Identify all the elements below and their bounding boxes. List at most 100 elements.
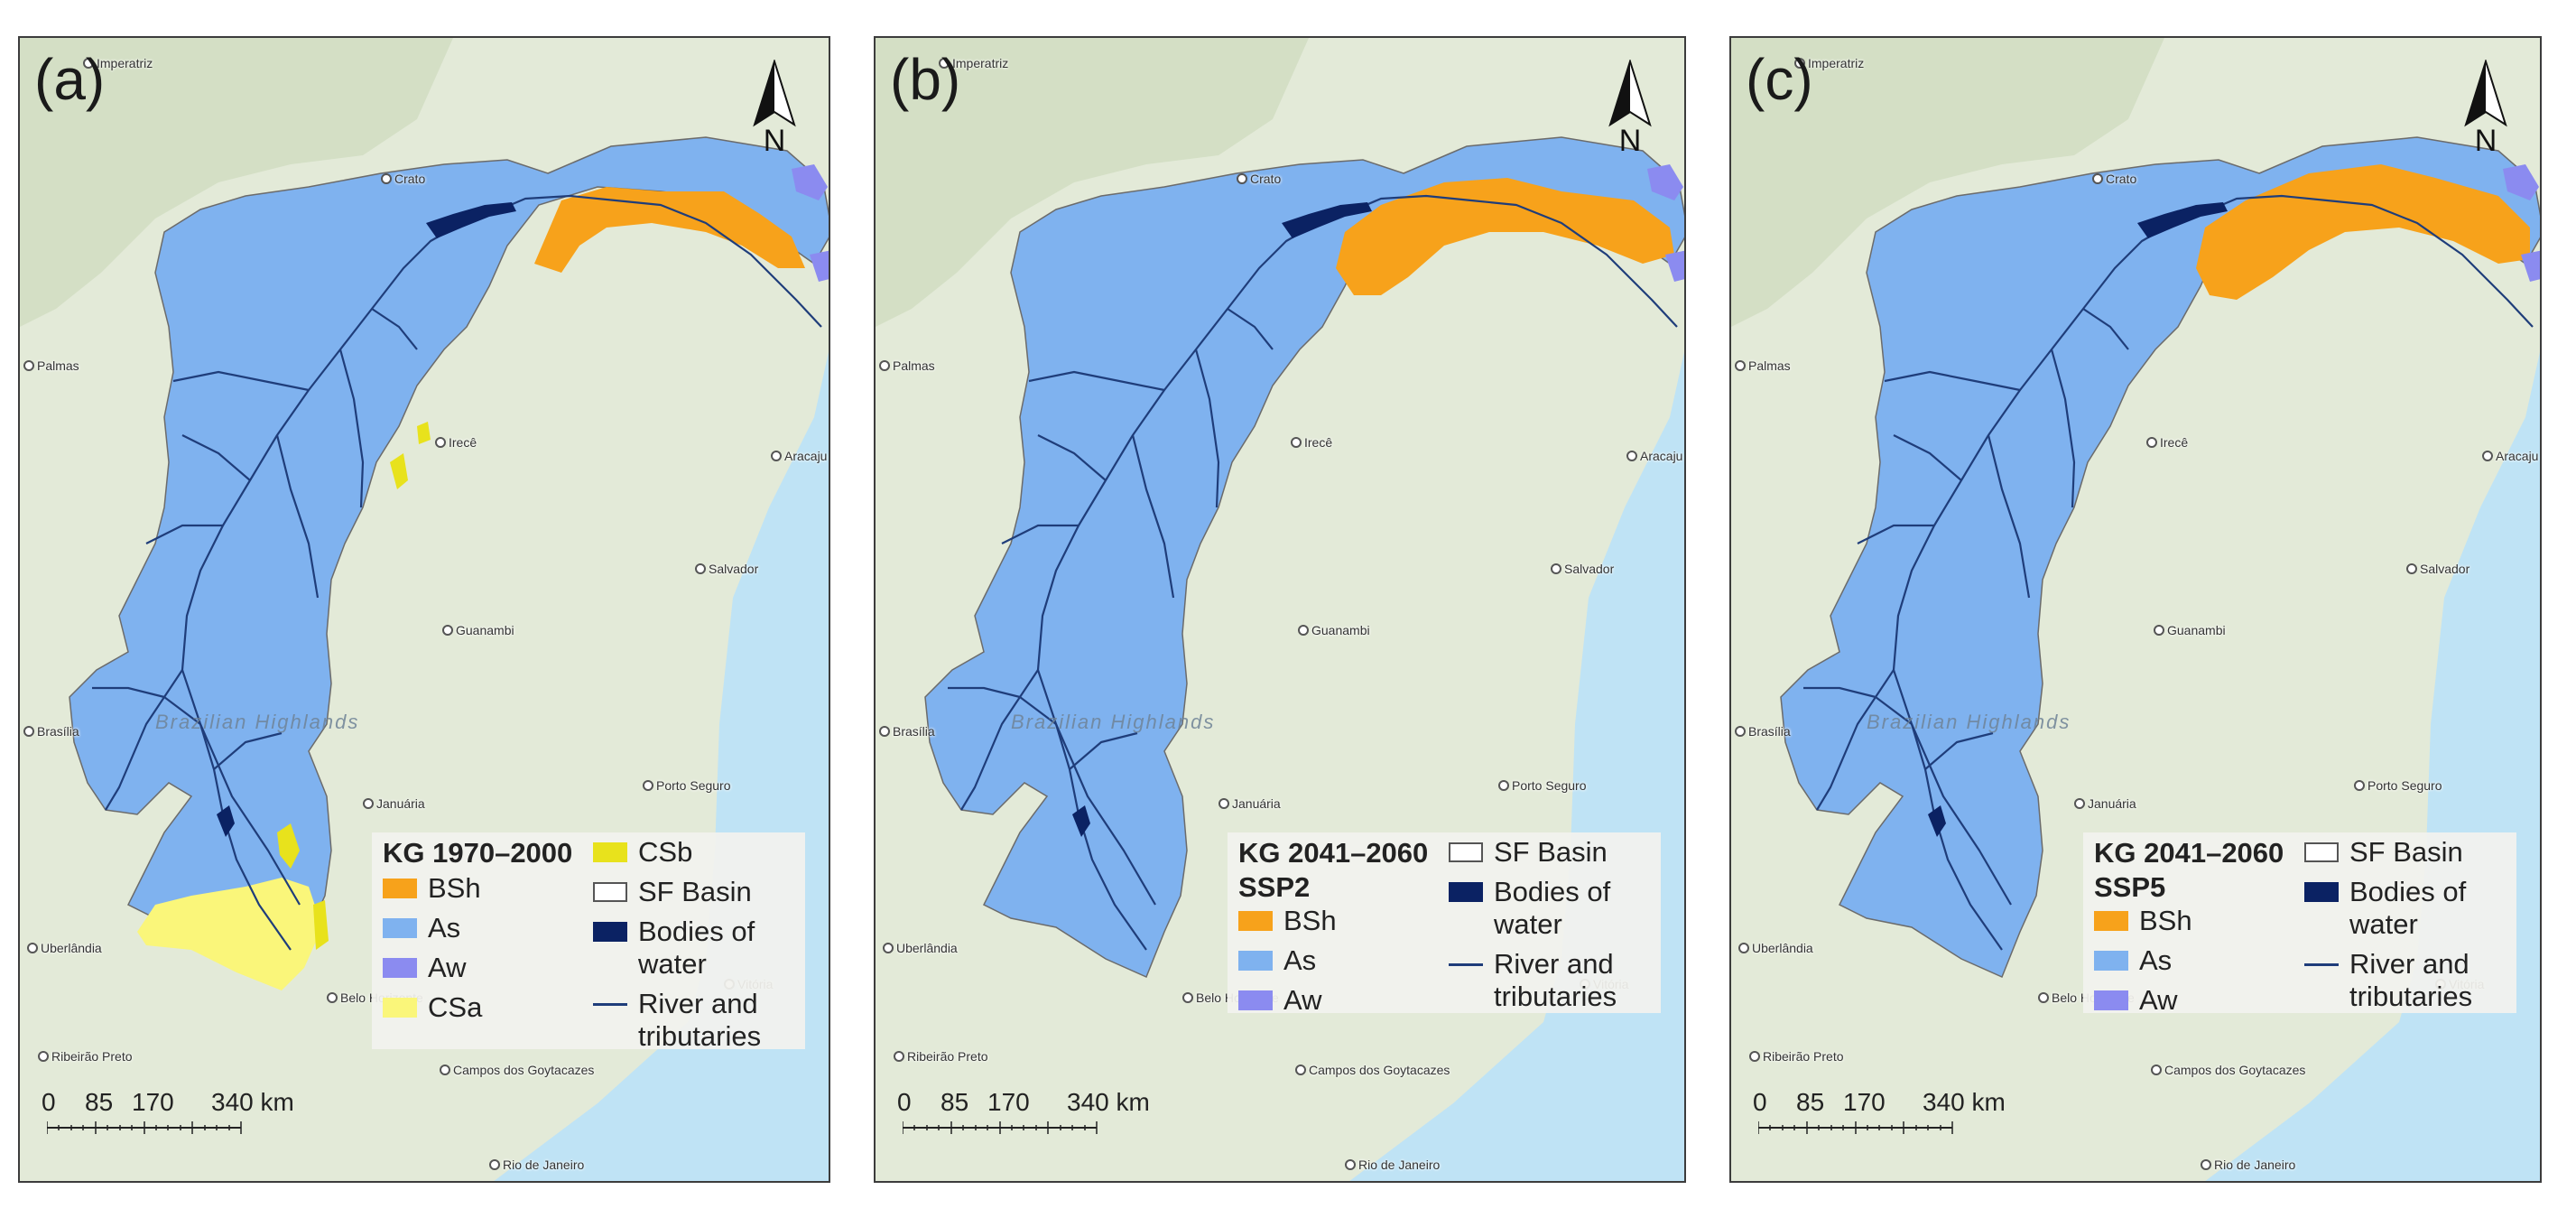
city-label: Campos dos Goytacazes xyxy=(1295,1063,1450,1077)
city-label: Irecê xyxy=(2146,435,2188,450)
city-label: Guanambi xyxy=(442,623,514,637)
scale-tick-label: 85 xyxy=(85,1088,114,1116)
city-name: Guanambi xyxy=(2167,623,2226,637)
river-line xyxy=(1987,434,2031,599)
city-label: Palmas xyxy=(23,358,79,373)
city-name: Ribeirão Preto xyxy=(1763,1049,1844,1064)
city-label: Imperatriz xyxy=(83,56,153,70)
legend-swatch xyxy=(383,918,417,938)
city-label: Campos dos Goytacazes xyxy=(2151,1063,2305,1077)
legend-item-bsh: BSh xyxy=(383,872,481,905)
city-label: Palmas xyxy=(879,358,935,373)
city-name: Aracaju xyxy=(2496,449,2539,463)
river-line xyxy=(1227,308,1274,350)
city-name: Ribeirão Preto xyxy=(51,1049,133,1064)
legend-title: KG 1970–2000 xyxy=(383,837,573,869)
city-dot-icon xyxy=(1219,798,1229,809)
vegetation-shading xyxy=(20,38,453,327)
city-label: Rio de Janeiro xyxy=(489,1158,584,1172)
river-line xyxy=(181,434,251,481)
city-name: Rio de Janeiro xyxy=(1358,1158,1441,1172)
city-name: Salvador xyxy=(2420,562,2470,576)
legend-item-water: Bodies of water xyxy=(593,916,801,981)
city-label: Uberlândia xyxy=(1738,941,1813,955)
river-line xyxy=(1069,731,1138,770)
legend-item-as: As xyxy=(383,912,460,944)
scale-bar: 0 85 170 340 km xyxy=(897,1088,1150,1139)
city-name: Aracaju xyxy=(784,449,828,463)
aw-zone xyxy=(1647,164,1683,200)
scale-tick-label: 340 km xyxy=(1923,1088,2006,1116)
scale-tick-label: 170 xyxy=(1843,1088,1886,1116)
city-dot-icon xyxy=(894,1051,904,1062)
city-label: Irecê xyxy=(435,435,477,450)
legend-swatch xyxy=(593,842,627,862)
river-line xyxy=(1857,524,1934,544)
scale-tick-label: 340 km xyxy=(211,1088,294,1116)
bsh-zone xyxy=(1336,178,1674,295)
legend-label: BSh xyxy=(428,872,481,904)
water-body xyxy=(1072,805,1090,837)
city-name: Uberlândia xyxy=(896,941,958,955)
legend: KG 2041–2060 SSP5 BSh As Aw SF Basin Bodies o… xyxy=(2083,832,2516,1016)
city-name: Salvador xyxy=(709,562,759,576)
city-dot-icon xyxy=(1298,625,1309,636)
city-name: Brasília xyxy=(1748,724,1791,739)
legend-label: As xyxy=(428,912,461,944)
city-label: Ribeirão Preto xyxy=(894,1049,988,1064)
river-line xyxy=(1893,434,1962,481)
legend-swatch xyxy=(2094,951,2128,971)
city-dot-icon xyxy=(1237,173,1247,184)
aw-zone xyxy=(792,164,828,200)
city-dot-icon xyxy=(2146,437,2157,448)
city-name: Irecê xyxy=(449,435,477,450)
legend-swatch xyxy=(2304,963,2339,966)
legend-swatch xyxy=(593,1003,627,1006)
city-name: Januária xyxy=(2088,796,2136,811)
city-dot-icon xyxy=(2354,780,2365,791)
city-dot-icon xyxy=(27,943,38,953)
river-line xyxy=(948,686,1057,725)
city-dot-icon xyxy=(1794,58,1805,69)
legend-label: CSa xyxy=(428,991,483,1023)
city-label: Januária xyxy=(1219,796,1281,811)
city-label: Porto Seguro xyxy=(1498,778,1587,793)
city-label: Januária xyxy=(2074,796,2136,811)
scale-bar-graphic xyxy=(902,1121,1098,1134)
city-name: Irecê xyxy=(2160,435,2189,450)
water-body xyxy=(2137,202,2228,238)
scale-tick-label: 170 xyxy=(987,1088,1030,1116)
river-line xyxy=(1001,524,1079,544)
river-line xyxy=(199,723,301,906)
river-line xyxy=(1054,723,1156,906)
legend-label: BSh xyxy=(2139,905,2192,936)
city-label: Crato xyxy=(381,172,425,186)
map-panel-a: Brazilian Highlands Imperatriz Crato Palmas… xyxy=(18,36,830,1183)
city-label: Aracaju xyxy=(1626,449,1682,463)
scale-tick-label: 0 xyxy=(897,1088,912,1116)
legend: KG 1970–2000 BSh As Aw CSa CSb SF Basin Bodies … xyxy=(372,832,805,1052)
legend-swatch xyxy=(383,958,417,978)
city-label: Crato xyxy=(2092,172,2136,186)
city-name: Crato xyxy=(394,172,426,186)
legend-label: Aw xyxy=(428,952,467,983)
legend-label: SF Basin xyxy=(1494,836,1608,868)
city-name: Crato xyxy=(2106,172,2137,186)
legend-swatch xyxy=(1238,951,1273,971)
aw-zone xyxy=(2503,164,2539,200)
city-name: Palmas xyxy=(893,358,935,373)
city-label: Uberlândia xyxy=(27,941,102,955)
city-label: Brasília xyxy=(879,724,935,739)
city-name: Porto Seguro xyxy=(1512,778,1587,793)
region-label: Brazilian Highlands xyxy=(1867,711,2071,733)
scale-tick-label: 0 xyxy=(1753,1088,1767,1116)
city-name: Guanambi xyxy=(1311,623,1370,637)
legend-swatch xyxy=(1238,911,1273,931)
legend-swatch xyxy=(2094,911,2128,931)
legend-swatch xyxy=(1238,990,1273,1010)
north-label: N xyxy=(763,124,786,158)
scale-tick-label: 85 xyxy=(941,1088,969,1116)
city-label: Rio de Janeiro xyxy=(1345,1158,1440,1172)
city-label: Brasília xyxy=(1735,724,1791,739)
river-line xyxy=(1924,731,1994,770)
